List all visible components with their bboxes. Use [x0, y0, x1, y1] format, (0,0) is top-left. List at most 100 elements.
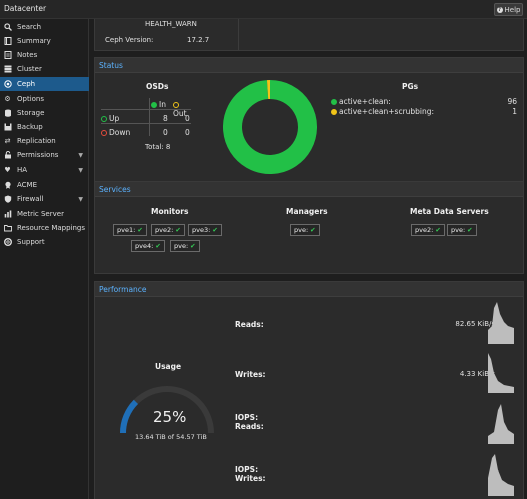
certificate-icon: [3, 181, 12, 190]
osd-up-label: Up: [109, 114, 120, 123]
pg-active-clean-dot: [331, 99, 337, 105]
osd-total: Total: 8: [145, 143, 171, 151]
folder-icon: [3, 224, 12, 233]
osd-out-header: Out: [173, 100, 191, 118]
sidebar-item-label: Cluster: [17, 65, 42, 73]
check-icon: ✔: [175, 226, 181, 234]
sidebar-item-label: Metric Server: [17, 210, 64, 218]
monitor-node[interactable]: pve3: ✔: [188, 224, 222, 236]
notes-icon: [3, 51, 12, 60]
node-name: pve:: [451, 226, 466, 234]
reads-sparkline: [488, 302, 514, 344]
pg-state-count: 96: [507, 97, 517, 106]
node-name: pve2:: [155, 226, 174, 234]
iops-writes-sparkline: [488, 454, 514, 496]
managers-title: Managers: [286, 207, 328, 216]
health-status: HEALTH_WARN: [145, 20, 197, 28]
sidebar-item-metric-server[interactable]: Metric Server: [0, 207, 89, 221]
sidebar-item-label: HA: [17, 166, 28, 174]
check-icon: ✔: [310, 226, 316, 234]
sidebar: Search Summary Notes Cluster Ceph ⚙ Optio…: [0, 19, 89, 499]
page-title: Datacenter: [4, 4, 47, 13]
status-panel: Status OSDs In Out Up 8 0 Down 0 0 Total…: [94, 57, 524, 190]
sidebar-item-label: ACME: [17, 181, 38, 189]
check-icon: ✔: [155, 242, 161, 250]
mds-node[interactable]: pve2: ✔: [411, 224, 445, 236]
sidebar-item-notes[interactable]: Notes: [0, 48, 89, 62]
sidebar-item-label: Storage: [17, 109, 45, 117]
pg-state-label: active+clean+scrubbing:: [339, 107, 435, 116]
ceph-version-value: 17.2.7: [187, 36, 210, 44]
reads-label: Reads:: [235, 320, 264, 329]
sidebar-item-options[interactable]: ⚙ Options: [0, 92, 89, 106]
node-name: pve:: [174, 242, 189, 250]
usage-percent: 25%: [153, 408, 187, 426]
usage-gauge: [120, 386, 214, 434]
sidebar-item-cluster[interactable]: Cluster: [0, 62, 89, 76]
node-name: pve:: [294, 226, 309, 234]
chevron-down-icon[interactable]: ▼: [78, 195, 83, 203]
pg-state-count: 1: [512, 107, 517, 116]
sidebar-item-search[interactable]: Search: [0, 20, 89, 34]
sidebar-item-label: Backup: [17, 123, 43, 131]
sidebar-item-acme[interactable]: ACME: [0, 178, 89, 192]
monitor-node[interactable]: pve1: ✔: [113, 224, 147, 236]
panel-header: Status: [95, 58, 523, 73]
check-icon: ✔: [137, 226, 143, 234]
sidebar-item-ceph[interactable]: Ceph: [0, 77, 89, 91]
osd-table: In Out Up 8 0 Down 0 0: [101, 98, 191, 138]
retweet-icon: ⇄: [4, 137, 11, 145]
title-bar: Datacenter ? Help: [0, 0, 527, 19]
osd-down-in: 0: [163, 128, 168, 137]
monitor-node[interactable]: pve: ✔: [170, 240, 200, 252]
osd-up-in: 8: [163, 114, 168, 123]
help-button[interactable]: ? Help: [494, 3, 523, 16]
panel-title: Performance: [99, 284, 147, 294]
sidebar-item-storage[interactable]: Storage: [0, 106, 89, 120]
osd-down-label: Down: [109, 128, 131, 137]
iops-writes-label: IOPS: Writes:: [235, 465, 266, 483]
mds-node[interactable]: pve: ✔: [447, 224, 477, 236]
check-icon: ✔: [212, 226, 218, 234]
manager-node[interactable]: pve: ✔: [290, 224, 320, 236]
pg-legend-item: active+clean+scrubbing: 1: [331, 107, 517, 117]
sidebar-item-ha[interactable]: ♥ HA ▼: [0, 163, 89, 177]
chevron-down-icon[interactable]: ▼: [78, 166, 83, 174]
pg-donut-chart: [223, 80, 317, 174]
up-icon: [101, 116, 107, 122]
osd-up-row-label: Up: [101, 114, 119, 123]
panel-header: Performance: [95, 282, 523, 297]
sidebar-item-backup[interactable]: Backup: [0, 120, 89, 134]
osds-title: OSDs: [146, 82, 169, 91]
sidebar-item-label: Ceph: [17, 80, 36, 88]
panel-title: Status: [99, 60, 123, 70]
sidebar-item-label: Replication: [17, 137, 56, 145]
node-name: pve4:: [135, 242, 154, 250]
sidebar-item-permissions[interactable]: Permissions ▼: [0, 148, 89, 162]
services-panel: Services Monitors pve1: ✔ pve2: ✔ pve3: ✔ p…: [94, 181, 524, 274]
sidebar-item-summary[interactable]: Summary: [0, 34, 89, 48]
node-name: pve2:: [415, 226, 434, 234]
monitor-node[interactable]: pve2: ✔: [151, 224, 185, 236]
pg-state-label: active+clean:: [339, 97, 391, 106]
chevron-down-icon[interactable]: ▼: [78, 151, 83, 159]
in-icon: [151, 102, 157, 108]
mds-title: Meta Data Servers: [410, 207, 489, 216]
sidebar-item-replication[interactable]: ⇄ Replication: [0, 134, 89, 148]
writes-value: 4.33 KiB/s: [459, 370, 495, 378]
sidebar-item-label: Search: [17, 23, 42, 31]
sidebar-item-resource-mappings[interactable]: Resource Mappings: [0, 221, 89, 235]
writes-sparkline: [488, 353, 514, 393]
pg-donut-slice: [223, 80, 317, 174]
reads-value: 82.65 KiB/s: [455, 320, 495, 328]
divider: [238, 19, 239, 50]
down-icon: [101, 130, 107, 136]
sidebar-item-firewall[interactable]: Firewall ▼: [0, 192, 89, 206]
sidebar-item-label: Permissions: [17, 151, 59, 159]
pg-legend: active+clean: 96 active+clean+scrubbing:…: [331, 97, 517, 117]
ceph-version-label: Ceph Version:: [105, 36, 154, 44]
iops-reads-sparkline: [488, 404, 514, 444]
monitor-node[interactable]: pve4: ✔: [131, 240, 165, 252]
sidebar-item-support[interactable]: Support: [0, 235, 89, 249]
out-icon: [173, 102, 179, 108]
